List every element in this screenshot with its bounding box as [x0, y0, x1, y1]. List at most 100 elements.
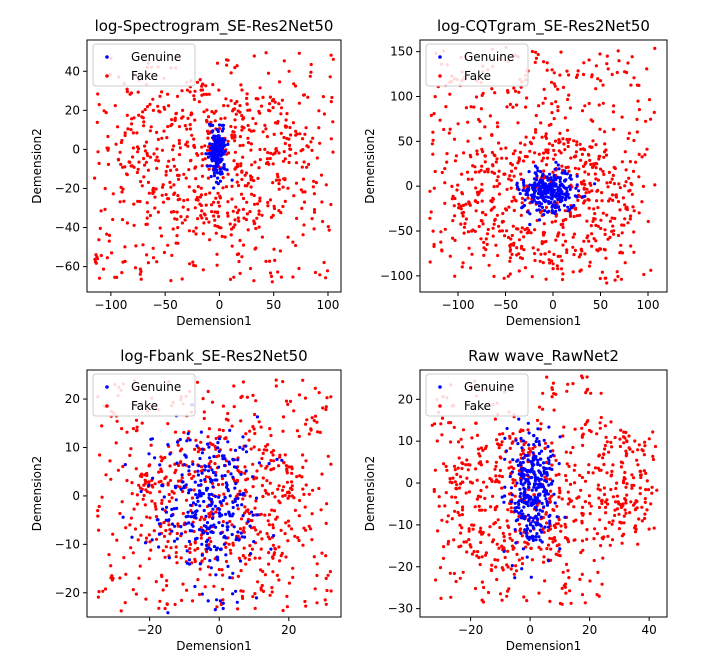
genuine-point	[228, 494, 232, 498]
genuine-point	[549, 192, 553, 197]
genuine-point	[189, 515, 193, 519]
fake-point	[192, 488, 196, 492]
fake-point	[105, 256, 109, 260]
fake-point	[138, 199, 142, 204]
fake-point	[180, 221, 184, 225]
fake-point	[611, 224, 615, 228]
subplot-title: log-Spectrogram_SE-Res2Net50	[95, 17, 334, 36]
fake-point	[478, 460, 483, 464]
genuine-point	[513, 509, 517, 513]
fake-point	[603, 526, 608, 531]
fake-point	[624, 511, 628, 515]
genuine-point	[235, 600, 239, 604]
fake-point	[182, 198, 186, 203]
x-axis-label: Demension1	[506, 639, 581, 653]
fake-point	[636, 542, 640, 546]
fake-point	[230, 424, 234, 428]
genuine-point	[580, 195, 585, 199]
fake-point	[609, 440, 613, 444]
fake-point	[547, 142, 552, 146]
fake-point	[605, 471, 609, 475]
fake-point	[305, 418, 309, 422]
fake-point	[461, 462, 465, 466]
legend-marker-genuine	[105, 55, 109, 59]
fake-point	[603, 142, 607, 146]
fake-point	[480, 199, 484, 203]
fake-point	[226, 200, 230, 204]
fake-point	[233, 479, 237, 483]
fake-point	[483, 508, 487, 512]
fake-point	[129, 128, 133, 132]
fake-point	[272, 553, 276, 557]
fake-point	[466, 468, 470, 472]
genuine-point	[545, 480, 549, 484]
genuine-point	[205, 442, 210, 446]
fake-point	[119, 162, 123, 166]
fake-point	[161, 200, 166, 204]
fake-point	[251, 116, 255, 121]
genuine-point	[521, 188, 525, 192]
genuine-point	[223, 149, 227, 153]
fake-point	[430, 142, 434, 146]
fake-point	[473, 170, 478, 174]
fake-point	[502, 539, 506, 543]
fake-point	[154, 187, 158, 191]
fake-point	[323, 598, 327, 602]
fake-point	[513, 149, 517, 153]
fake-point	[469, 155, 473, 159]
fake-point	[523, 266, 528, 270]
genuine-point	[549, 482, 553, 486]
fake-point	[465, 476, 469, 480]
fake-point	[575, 143, 579, 147]
fake-point	[303, 505, 307, 509]
fake-point	[571, 235, 575, 239]
x-tick-label: 100	[317, 298, 340, 312]
fake-point	[587, 494, 592, 498]
x-tick-label: −50	[152, 298, 177, 312]
fake-point	[633, 439, 637, 443]
genuine-point	[143, 541, 148, 545]
fake-point	[321, 406, 325, 410]
genuine-point	[198, 456, 202, 461]
fake-point	[271, 453, 275, 457]
fake-point	[461, 505, 465, 509]
fake-point	[199, 214, 203, 218]
fake-point	[588, 511, 592, 516]
fake-point	[433, 422, 437, 426]
fake-point	[580, 426, 584, 430]
fake-point	[603, 447, 607, 451]
genuine-point	[544, 467, 549, 471]
fake-point	[212, 584, 216, 588]
fake-point	[167, 499, 172, 503]
fake-point	[249, 148, 253, 152]
fake-point	[171, 227, 175, 231]
fake-point	[148, 516, 152, 520]
fake-point	[606, 502, 610, 506]
fake-point	[431, 130, 435, 134]
fake-point	[214, 196, 218, 200]
fake-point	[133, 266, 138, 270]
fake-point	[597, 103, 601, 107]
genuine-point	[240, 535, 244, 539]
fake-point	[240, 88, 244, 92]
fake-point	[170, 489, 174, 494]
genuine-point	[239, 472, 243, 476]
fake-point	[190, 496, 194, 500]
fake-point	[144, 597, 148, 601]
genuine-point	[130, 535, 134, 539]
fake-point	[594, 177, 598, 181]
genuine-point	[532, 483, 537, 487]
genuine-point	[249, 510, 254, 514]
fake-point	[159, 479, 163, 483]
fake-point	[290, 484, 294, 488]
fake-point	[287, 160, 291, 165]
genuine-point	[547, 425, 551, 429]
legend-label-genuine: Genuine	[464, 50, 514, 64]
fake-point	[209, 203, 214, 207]
fake-point	[603, 228, 607, 232]
fake-point	[252, 54, 256, 58]
fake-point	[490, 133, 494, 137]
genuine-point	[216, 182, 220, 186]
fake-point	[617, 59, 621, 63]
